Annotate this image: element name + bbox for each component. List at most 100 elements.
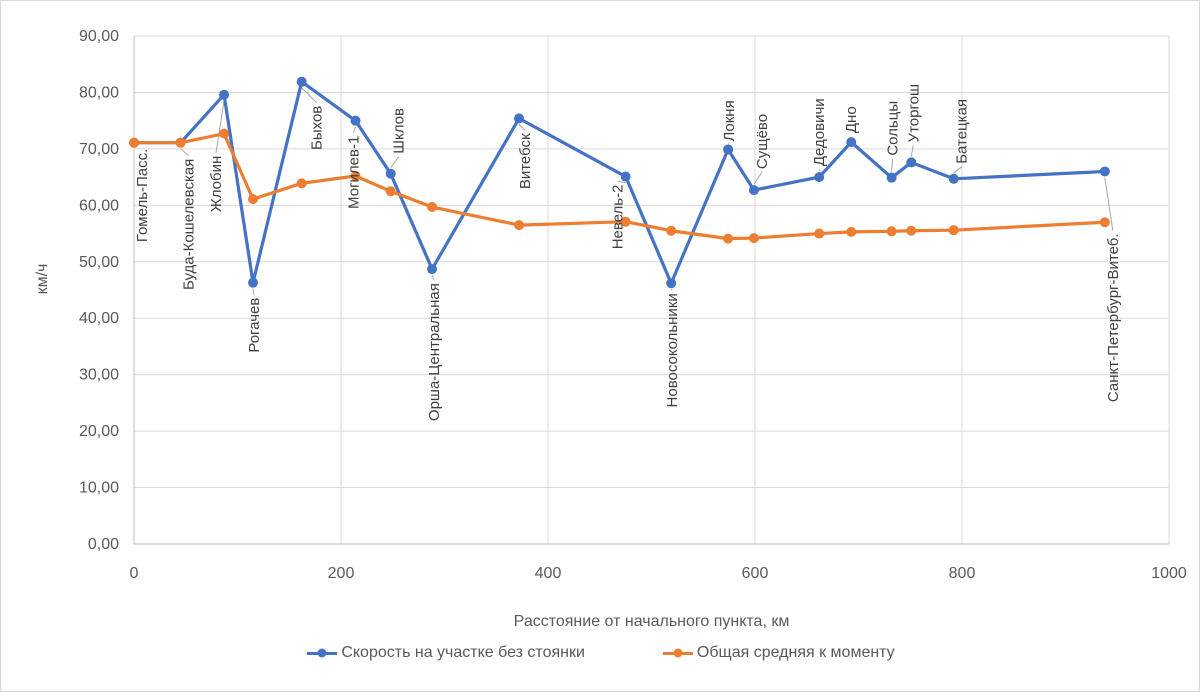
- y-tick-label: 90,00: [79, 28, 119, 45]
- x-tick-label: 200: [328, 565, 355, 582]
- data-point-average-speed: [129, 137, 139, 148]
- x-tick-label: 1000: [1151, 565, 1187, 582]
- data-point-segment-speed: [814, 172, 825, 183]
- x-tick-label: 400: [535, 565, 562, 582]
- legend-marker-orange-icon: [662, 648, 693, 658]
- data-point-segment-speed: [219, 89, 230, 100]
- legend-item-average-speed: Общая средняя к моменту: [662, 644, 895, 662]
- label-leader-line: [180, 148, 189, 157]
- data-point-average-speed: [1099, 217, 1110, 228]
- data-point-average-speed: [620, 216, 631, 227]
- data-point-average-speed: [666, 225, 677, 236]
- data-point-average-speed: [906, 225, 917, 236]
- label-leader-line: [670, 288, 673, 291]
- label-leader-line: [390, 156, 400, 169]
- data-point-segment-speed: [350, 115, 361, 126]
- legend: Скорость на участке без стоянки Общая ср…: [1, 644, 1199, 662]
- label-leader-line: [1104, 177, 1114, 231]
- station-label: Жлобин: [208, 156, 225, 212]
- station-label: Сущёво: [754, 114, 771, 169]
- data-point-average-speed: [814, 228, 825, 239]
- station-label: Витебск: [517, 133, 534, 189]
- data-point-average-speed: [350, 170, 361, 181]
- station-label: Сольцы: [885, 101, 902, 156]
- y-tick-label: 10,00: [79, 480, 119, 497]
- y-tick-label: 20,00: [79, 423, 119, 440]
- data-point-average-speed: [948, 225, 959, 236]
- data-point-segment-speed: [296, 76, 307, 87]
- station-label: Рогачев: [246, 298, 263, 353]
- data-point-average-speed: [427, 202, 438, 213]
- data-point-average-speed: [886, 226, 897, 237]
- station-label: Быхов: [309, 106, 326, 150]
- data-point-segment-speed: [886, 172, 897, 183]
- station-label: Могилев-1: [345, 136, 362, 209]
- label-leader-line: [953, 166, 963, 174]
- station-label: Шклов: [391, 108, 408, 154]
- data-point-average-speed: [514, 220, 525, 231]
- legend-label-average-speed: Общая средняя к моменту: [696, 644, 895, 661]
- data-point-average-speed: [723, 233, 734, 244]
- label-leader-line: [891, 158, 894, 172]
- station-label: Орша-Центральная: [426, 283, 443, 421]
- label-leader-line: [518, 124, 526, 131]
- data-point-average-speed: [175, 137, 186, 148]
- data-point-segment-speed: [846, 137, 857, 148]
- data-point-average-speed: [748, 233, 759, 244]
- label-leader-line: [753, 171, 763, 185]
- y-tick-label: 70,00: [79, 141, 119, 158]
- station-label: Локня: [721, 100, 738, 141]
- data-point-average-speed: [296, 178, 307, 189]
- label-leader-line: [215, 100, 225, 153]
- station-label: Гомель-Пасс.: [134, 149, 151, 242]
- label-leader-line: [617, 181, 626, 184]
- y-tick-label: 40,00: [79, 310, 119, 327]
- legend-marker-blue-icon: [307, 648, 338, 658]
- y-tick-label: 80,00: [79, 84, 119, 101]
- data-point-average-speed: [385, 186, 396, 197]
- legend-label-segment-speed: Скорость на участке без стоянки: [341, 644, 585, 661]
- legend-dot-orange-icon: [673, 648, 683, 658]
- data-point-segment-speed: [723, 144, 734, 155]
- station-label: Дедовичи: [811, 98, 828, 166]
- station-label: Буда-Кошелевская: [181, 159, 198, 290]
- y-tick-label: 50,00: [79, 254, 119, 271]
- data-point-segment-speed: [948, 173, 959, 184]
- station-label: Невель-2: [610, 185, 627, 250]
- data-point-segment-speed: [248, 277, 259, 288]
- x-axis-title: Расстояние от начального пункта, км: [513, 613, 790, 630]
- station-label: Санкт-Петербург-Витеб.: [1105, 233, 1122, 402]
- data-point-segment-speed: [620, 171, 631, 182]
- y-tick-label: 30,00: [79, 367, 119, 384]
- label-leader-line: [353, 126, 356, 133]
- station-label: Батецкая: [954, 99, 971, 164]
- legend-item-segment-speed: Скорость на участке без стоянки: [307, 644, 585, 662]
- data-point-average-speed: [248, 194, 259, 205]
- label-leader-line: [910, 145, 914, 157]
- data-point-segment-speed: [427, 264, 438, 275]
- x-tick-label: 600: [742, 565, 769, 582]
- data-point-segment-speed: [514, 113, 525, 124]
- label-leader-line: [727, 143, 730, 145]
- label-leader-line: [252, 288, 255, 295]
- data-point-segment-speed: [666, 278, 677, 289]
- x-tick-label: 0: [130, 565, 139, 582]
- station-label: Уторгош: [905, 84, 922, 142]
- station-label: Дно: [843, 106, 860, 133]
- data-point-segment-speed: [748, 185, 759, 196]
- label-leader-line: [301, 87, 318, 104]
- data-point-segment-speed: [906, 157, 917, 168]
- legend-dot-blue-icon: [317, 648, 327, 658]
- data-point-average-speed: [219, 128, 230, 139]
- station-label: Новосокольники: [664, 293, 681, 407]
- y-tick-label: 60,00: [79, 197, 119, 214]
- data-point-segment-speed: [1099, 166, 1110, 177]
- y-tick-label: 0,00: [88, 536, 119, 553]
- y-axis-title: км/ч: [34, 263, 51, 295]
- label-leader-line: [431, 274, 435, 281]
- data-point-average-speed: [846, 226, 857, 237]
- data-point-segment-speed: [385, 168, 396, 179]
- x-tick-label: 800: [949, 565, 976, 582]
